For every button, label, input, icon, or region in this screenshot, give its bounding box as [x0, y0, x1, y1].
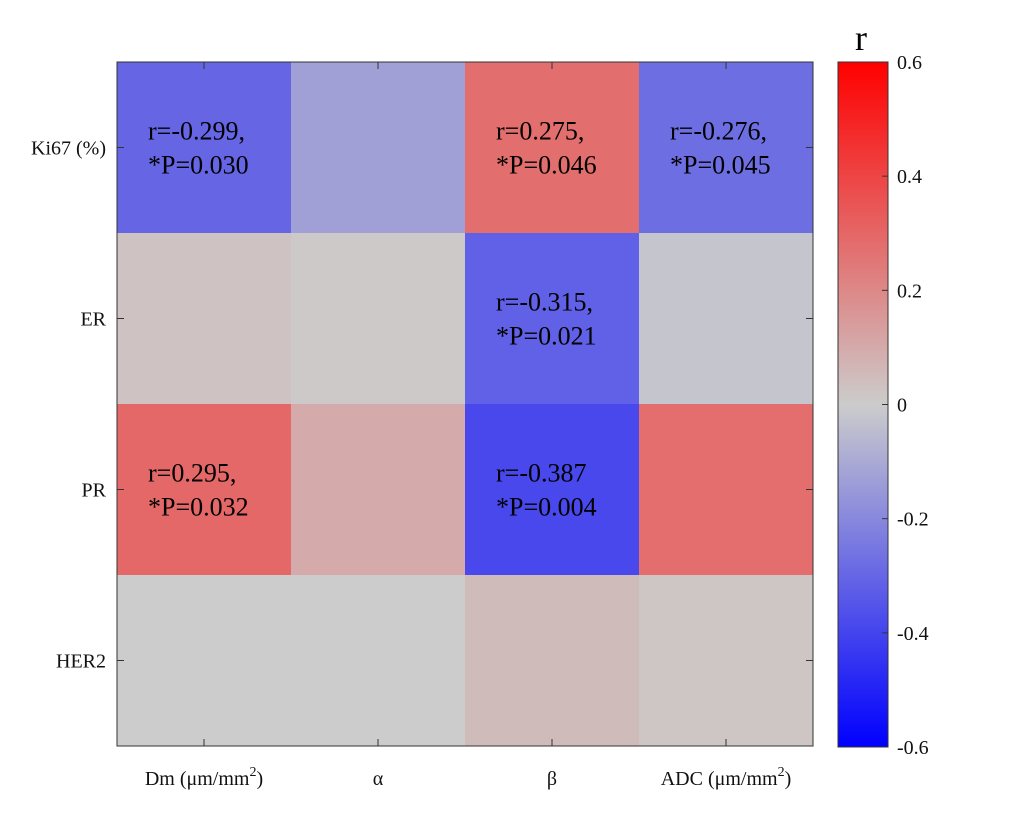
heatmap-cell-r2-c1	[291, 404, 466, 576]
annotation-p-value-1: *P=0.046	[496, 151, 597, 180]
heatmap-cell-r0-c2	[465, 62, 640, 234]
heatmap-cell-r3-c3	[639, 575, 814, 747]
y-tick-label-0: Ki67 (%)	[31, 138, 106, 160]
heatmap-cell-r2-c2	[465, 404, 640, 576]
heatmap-cell-r0-c1	[291, 62, 466, 234]
y-tick-label-2: PR	[82, 480, 107, 502]
heatmap-cell-r3-c2	[465, 575, 640, 747]
heatmap-cells	[117, 62, 814, 747]
x-tick-label-2: β	[547, 768, 557, 790]
colorbar-tick-label-4: -0.2	[897, 509, 929, 531]
colorbar-tick-label-6: -0.6	[897, 737, 929, 759]
annotation-r-value-2: r=-0.276,	[670, 117, 767, 146]
heatmap-cell-r1-c2	[465, 233, 640, 405]
colorbar-tick-label-3: 0	[897, 395, 907, 417]
heatmap-cell-r1-c1	[291, 233, 466, 405]
colorbar-title: r	[855, 18, 867, 58]
colorbar-tick-label-0: 0.6	[897, 52, 922, 74]
annotation-r-value-1: r=0.275,	[496, 117, 584, 146]
annotation-p-value-2: *P=0.045	[670, 151, 771, 180]
cell-annotations: r=-0.299, *P=0.030 r=0.275, *P=0.046 r=-0.27…	[148, 117, 771, 522]
plot-frame	[116, 61, 814, 747]
colorbar-tick-label-2: 0.2	[897, 280, 922, 302]
annotation-p-value-4: *P=0.032	[148, 493, 249, 522]
x-tick-label-3: ADC (μm/mm2)	[661, 765, 792, 790]
axis-ticks	[117, 62, 813, 746]
heatmap-cell-r3-c0	[117, 575, 292, 747]
heatmap-cell-r1-c3	[639, 233, 814, 405]
y-tick-label-1: ER	[80, 309, 106, 331]
heatmap-cell-r2-c3	[639, 404, 814, 576]
x-axis-labels: Dm (μm/mm2) α β ADC (μm/mm2)	[145, 765, 791, 790]
heatmap-cell-r0-c3	[639, 62, 814, 234]
annotation-p-value-0: *P=0.030	[148, 151, 249, 180]
heatmap-cell-r0-c0	[117, 62, 292, 234]
x-tick-label-1: α	[373, 768, 384, 790]
x-tick-label-0: Dm (μm/mm2)	[145, 765, 263, 790]
heatmap-cell-r1-c0	[117, 233, 292, 405]
annotation-r-value-5: r=-0.387	[496, 459, 586, 488]
colorbar-tick-label-5: -0.4	[897, 623, 929, 645]
heatmap-cell-r2-c0	[117, 404, 292, 576]
annotation-r-value-0: r=-0.299,	[148, 117, 245, 146]
annotation-r-value-4: r=0.295,	[148, 459, 236, 488]
colorbar-tick-label-1: 0.4	[897, 166, 922, 188]
annotation-p-value-5: *P=0.004	[496, 493, 597, 522]
y-axis-labels: Ki67 (%) ER PR HER2	[31, 138, 107, 673]
annotation-p-value-3: *P=0.021	[496, 322, 597, 351]
annotation-r-value-3: r=-0.315,	[496, 288, 593, 317]
colorbar	[837, 61, 889, 748]
y-tick-label-3: HER2	[56, 651, 106, 673]
colorbar-ticks: 0.6 0.4 0.2 0 -0.2 -0.4 -0.6	[882, 52, 929, 759]
heatmap-cell-r3-c1	[291, 575, 466, 747]
